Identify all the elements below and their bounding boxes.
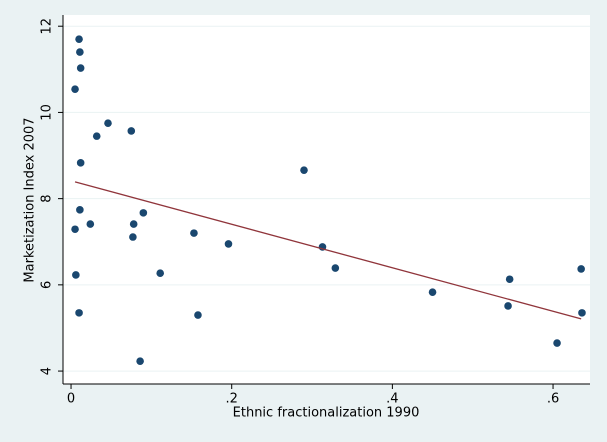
point xyxy=(72,271,80,279)
point xyxy=(300,166,308,174)
y-tick-label: 6 xyxy=(40,281,55,289)
x-tick-label: 0 xyxy=(67,392,75,407)
point xyxy=(578,309,586,317)
point xyxy=(129,220,138,228)
point xyxy=(224,240,233,248)
point xyxy=(553,339,561,347)
point xyxy=(75,35,83,43)
point xyxy=(190,229,198,237)
point xyxy=(76,48,84,56)
x-tick-label: .6 xyxy=(547,392,559,407)
point xyxy=(428,288,437,296)
point xyxy=(136,357,144,365)
point xyxy=(577,265,585,273)
point xyxy=(71,85,79,93)
point xyxy=(86,220,95,228)
point xyxy=(139,209,148,217)
point xyxy=(76,159,85,167)
point xyxy=(505,275,514,284)
point xyxy=(129,233,137,241)
y-tick-label: 10 xyxy=(40,104,55,121)
point xyxy=(504,302,512,310)
point xyxy=(75,309,83,317)
plot-area xyxy=(63,15,590,384)
point xyxy=(104,119,112,127)
point xyxy=(331,264,340,272)
y-tick-label: 8 xyxy=(40,194,55,202)
x-tick-label: .4 xyxy=(386,392,398,407)
point xyxy=(71,225,79,234)
point xyxy=(92,132,101,140)
y-tick-label: 4 xyxy=(40,367,55,375)
y-tick-label: 12 xyxy=(40,18,55,35)
point xyxy=(76,64,85,72)
x-axis-label: Ethnic fractionalization 1990 xyxy=(233,406,420,421)
point xyxy=(194,311,202,319)
point xyxy=(156,269,165,278)
point xyxy=(76,206,84,214)
x-tick-label: .2 xyxy=(226,392,238,407)
fit-line xyxy=(74,181,582,320)
y-axis-label: Marketization Index 2007 xyxy=(23,117,38,282)
point xyxy=(127,127,136,135)
